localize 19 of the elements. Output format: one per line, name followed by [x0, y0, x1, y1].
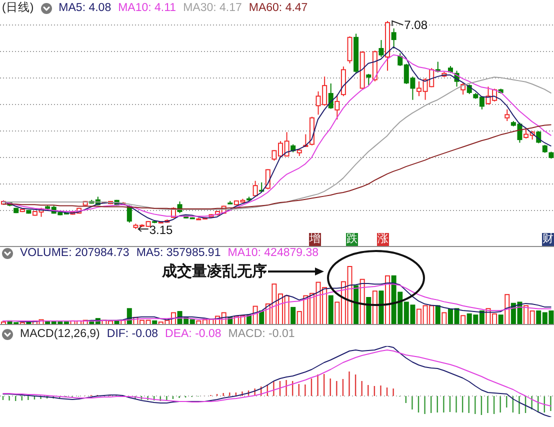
chart-title: (日线) [2, 2, 34, 14]
text: MA30: 4.17 [183, 2, 242, 14]
text: MA60: 4.47 [248, 2, 308, 14]
text: 涨 [378, 233, 388, 245]
text: MA10: 4.11 [118, 2, 176, 14]
text: 跌 [346, 233, 358, 245]
annotation: 成交量凌乱无序 [162, 263, 267, 280]
text: MACD: -0.01 [228, 328, 295, 340]
text: MA5: 4.08 [58, 2, 112, 14]
chart-title: VOLUME: 207984.73 [20, 247, 130, 259]
text: 增 [310, 233, 320, 245]
annotation: 7.08 [404, 18, 428, 32]
annotation: 3.15 [149, 223, 173, 237]
text: DEA: -0.08 [165, 328, 222, 340]
text: MA10: 424879.38 [228, 247, 319, 259]
text: 财 [542, 233, 554, 245]
text: DIF: -0.08 [106, 328, 158, 340]
text: MA5: 357985.91 [136, 247, 221, 259]
chart-title: MACD(12,26,9) [20, 328, 100, 340]
